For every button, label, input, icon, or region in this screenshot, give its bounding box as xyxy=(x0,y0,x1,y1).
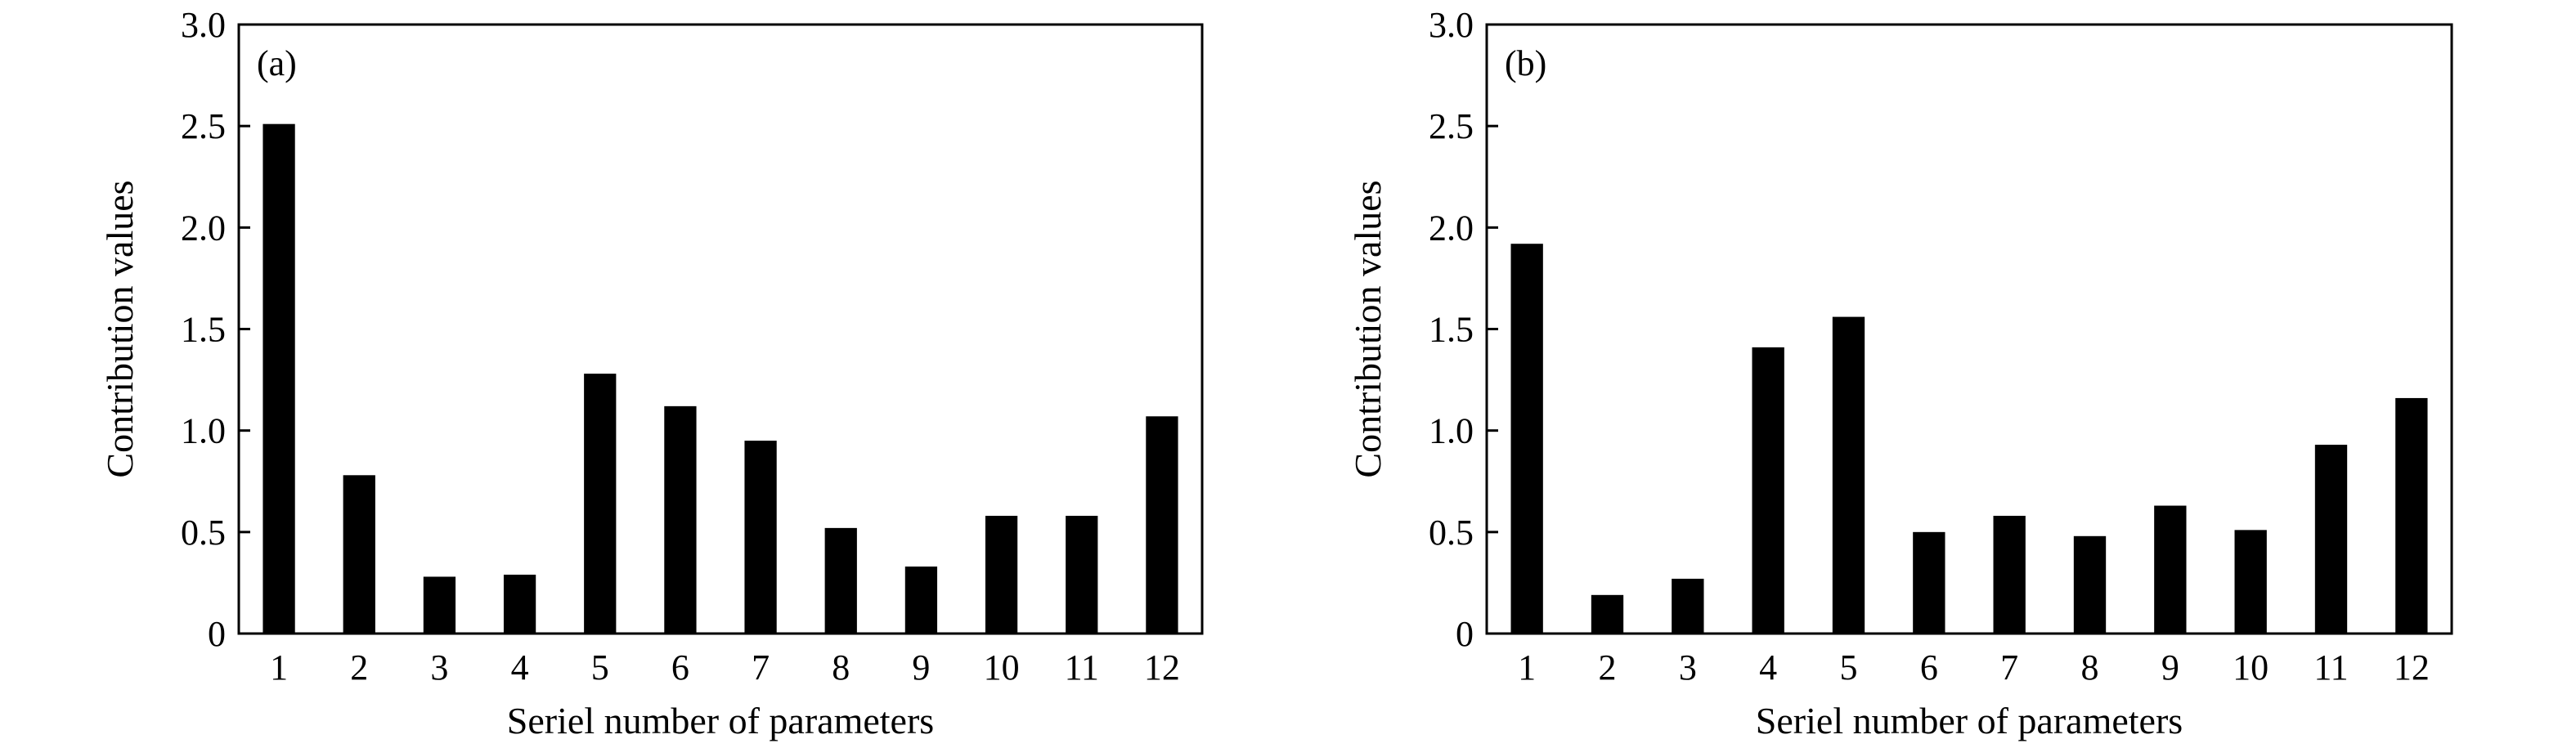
bar xyxy=(1832,316,1865,634)
bar xyxy=(263,123,295,634)
x-tick-label: 2 xyxy=(350,647,368,688)
y-tick-label: 1.0 xyxy=(1429,411,1474,451)
x-tick-label: 4 xyxy=(511,647,529,688)
chart-panel-b: 00.51.01.52.02.53.01 2 3 4 5 6 7 8 9 10 11 12(b)Ser… xyxy=(1347,5,2453,741)
x-tick-label: 1 xyxy=(1518,647,1536,688)
bar xyxy=(584,374,617,634)
bar xyxy=(824,527,857,634)
panel-label: (a) xyxy=(257,43,297,83)
x-tick-label: 3 xyxy=(1679,647,1697,688)
x-tick-label: 10 xyxy=(2233,647,2269,688)
y-tick-label: 0.5 xyxy=(1429,513,1474,553)
bar xyxy=(1066,515,1098,634)
y-tick-label: 3.0 xyxy=(181,5,226,45)
x-tick-label: 2 xyxy=(1599,647,1617,688)
y-tick-label: 1.5 xyxy=(181,310,226,350)
y-tick-label: 2.0 xyxy=(1429,208,1474,248)
x-tick-label: 5 xyxy=(591,647,609,688)
bar xyxy=(1752,347,1784,634)
bar xyxy=(2073,535,2107,634)
x-tick-label: 8 xyxy=(832,647,850,688)
x-tick-label: 8 xyxy=(2081,647,2099,688)
bar xyxy=(1146,416,1178,634)
x-tick-label: 6 xyxy=(671,647,689,688)
y-axis-title: Contribution values xyxy=(1347,180,1389,477)
bar xyxy=(2154,505,2187,634)
x-tick-label: 12 xyxy=(2394,647,2430,688)
x-tick-label: 6 xyxy=(1920,647,1938,688)
bar xyxy=(664,405,697,634)
x-tick-label: 11 xyxy=(2313,647,2348,688)
bar xyxy=(2314,445,2348,634)
x-axis-title: Seriel number of parameters xyxy=(1756,700,2183,741)
y-tick-label: 2.5 xyxy=(1429,106,1474,146)
bar xyxy=(1913,531,1945,634)
y-tick-label: 1.0 xyxy=(181,411,226,451)
x-tick-label: 7 xyxy=(2000,647,2018,688)
bar xyxy=(2234,530,2267,634)
bar xyxy=(744,441,777,634)
plot-frame xyxy=(1485,23,2453,635)
y-axis-title: Contribution values xyxy=(99,180,141,477)
y-tick-label: 0.5 xyxy=(181,513,226,553)
y-tick-label: 0 xyxy=(1456,614,1474,654)
x-tick-label: 7 xyxy=(752,647,770,688)
panel-label: (b) xyxy=(1505,43,1546,83)
x-tick-label: 3 xyxy=(430,647,448,688)
bar xyxy=(1993,515,2026,634)
y-tick-label: 1.5 xyxy=(1429,310,1474,350)
chart-panel-a: 00.51.01.52.02.53.01 2 3 4 5 6 7 8 9 10 11 12(a)Ser… xyxy=(99,5,1204,741)
bar xyxy=(1510,244,1543,634)
x-tick-label: 4 xyxy=(1759,647,1777,688)
x-tick-label: 11 xyxy=(1065,647,1099,688)
x-tick-label: 12 xyxy=(1144,647,1180,688)
y-tick-label: 2.0 xyxy=(181,208,226,248)
x-tick-label: 5 xyxy=(1840,647,1858,688)
x-axis-title: Seriel number of parameters xyxy=(507,700,934,741)
bar xyxy=(343,475,375,634)
x-tick-label: 9 xyxy=(2161,647,2179,688)
x-tick-label: 9 xyxy=(912,647,930,688)
x-tick-label: 1 xyxy=(270,647,288,688)
bar xyxy=(985,515,1018,634)
y-tick-label: 2.5 xyxy=(181,106,226,146)
x-tick-label: 10 xyxy=(984,647,1020,688)
plot-frame xyxy=(237,23,1204,635)
y-tick-label: 3.0 xyxy=(1429,5,1474,45)
y-tick-label: 0 xyxy=(208,614,226,654)
bar xyxy=(2395,397,2428,634)
